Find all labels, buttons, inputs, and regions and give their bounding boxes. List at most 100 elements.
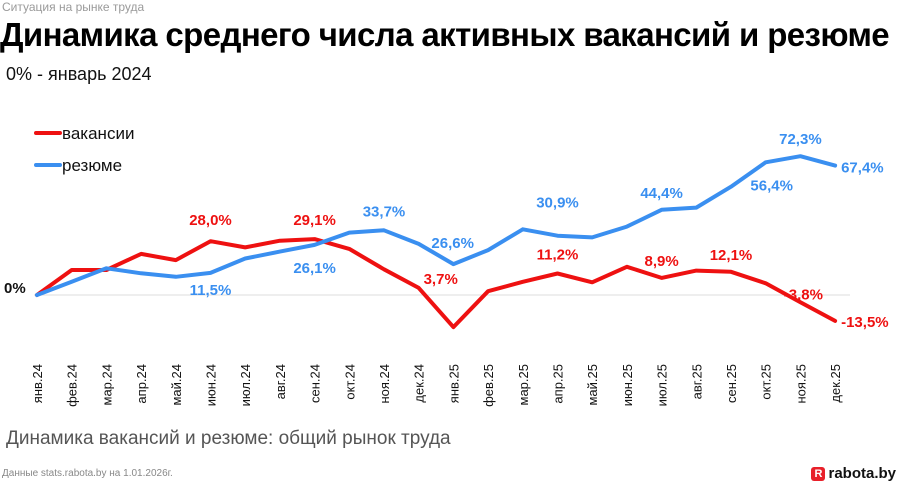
data-point — [729, 270, 733, 274]
x-tick-label: сен.24 — [308, 364, 323, 403]
data-label: 67,4% — [841, 160, 884, 177]
data-label: 12,1% — [710, 247, 753, 264]
series-line-vacancies — [35, 237, 838, 330]
data-point — [764, 281, 768, 285]
legend-label: резюме — [62, 156, 122, 175]
x-tick-label: июн.24 — [204, 364, 219, 406]
x-tick-label: июн.25 — [620, 364, 635, 406]
data-point — [833, 164, 837, 168]
x-tick-label: авг.24 — [273, 364, 288, 399]
x-tick-label: янв.24 — [30, 364, 45, 403]
zero-label: 0% — [4, 280, 26, 297]
x-tick-label: окт.24 — [342, 364, 357, 400]
data-point — [70, 268, 74, 272]
data-label: 56,4% — [750, 177, 793, 194]
data-point — [278, 250, 282, 254]
data-point — [209, 239, 212, 243]
data-point — [451, 325, 455, 329]
data-point — [139, 271, 143, 275]
x-tick-label: фев.25 — [481, 364, 496, 407]
data-point — [382, 228, 386, 232]
data-point — [174, 258, 178, 262]
data-point — [694, 269, 698, 273]
data-label: -3,8% — [784, 286, 823, 303]
page-title: Динамика среднего числа активных ваканси… — [0, 16, 890, 53]
data-point — [139, 252, 143, 256]
x-tick-label: апр.24 — [134, 364, 149, 404]
data-point — [347, 231, 351, 235]
data-label: 11,5% — [190, 282, 232, 299]
data-point — [209, 271, 212, 275]
x-tick-label: окт.25 — [759, 364, 774, 400]
data-label: 28,0% — [189, 212, 232, 229]
data-point — [521, 280, 525, 284]
data-label: 26,6% — [431, 235, 474, 252]
x-tick-label: авг.25 — [689, 364, 704, 399]
data-label: 8,9% — [644, 253, 678, 270]
series-line-resumes — [35, 154, 838, 297]
data-point — [556, 271, 559, 275]
data-point — [625, 225, 629, 229]
data-label: 11,2% — [537, 246, 579, 263]
data-point — [694, 206, 698, 210]
x-tick-label: апр.25 — [551, 364, 566, 404]
data-label: 33,7% — [363, 203, 406, 220]
data-point — [417, 286, 421, 290]
x-tick-label: июл.24 — [238, 364, 253, 406]
x-tick-label: дек.24 — [412, 364, 427, 403]
data-point — [625, 265, 629, 269]
data-point — [590, 280, 594, 284]
data-point — [417, 242, 421, 246]
data-label: 30,9% — [536, 195, 579, 212]
data-point — [590, 235, 594, 239]
data-label: -13,5% — [841, 314, 889, 331]
data-point — [521, 227, 525, 231]
x-tick-label: июл.25 — [655, 364, 670, 406]
data-source: Данные stats.rabota.by на 1.01.2026г. — [2, 468, 173, 479]
data-label: 26,1% — [293, 260, 336, 277]
rabota-logo: R rabota.by — [811, 465, 896, 482]
x-tick-label: фев.24 — [65, 364, 80, 407]
x-tick-label: мар.24 — [99, 364, 114, 405]
data-point — [243, 257, 247, 261]
x-tick-label: май.24 — [169, 364, 184, 406]
x-tick-label: сен.25 — [724, 364, 739, 403]
data-point — [243, 245, 247, 249]
data-point — [174, 275, 178, 279]
x-tick-label: дек.25 — [828, 364, 843, 403]
data-point — [729, 185, 733, 189]
logo-text: rabota.by — [828, 465, 896, 482]
data-label: 3,7% — [424, 271, 458, 288]
legend-label: вакансии — [62, 124, 134, 143]
data-point — [764, 160, 768, 164]
data-point — [798, 154, 802, 158]
data-label: 72,3% — [779, 131, 822, 148]
data-point — [104, 266, 108, 270]
data-point — [347, 247, 351, 251]
x-tick-label: ноя.24 — [377, 364, 392, 404]
data-point — [660, 208, 664, 212]
data-point — [660, 276, 664, 280]
data-point — [798, 300, 802, 304]
x-tick-label: май.25 — [585, 364, 600, 406]
x-tick-label: ноя.25 — [793, 364, 808, 404]
x-tick-label: янв.25 — [446, 364, 461, 403]
data-point — [556, 234, 559, 238]
data-point — [313, 237, 317, 241]
data-point — [278, 239, 282, 243]
data-point — [35, 293, 39, 297]
kicker-text: Ситуация на рынке труда — [2, 0, 145, 14]
data-point — [486, 248, 490, 252]
chart-subtitle: 0% - январь 2024 — [6, 64, 152, 84]
data-point — [486, 289, 490, 293]
data-point — [451, 262, 455, 266]
data-point — [313, 243, 317, 247]
data-label: 29,1% — [293, 212, 336, 229]
data-point — [382, 267, 386, 271]
chart-caption: Динамика вакансий и резюме: общий рынок … — [6, 428, 451, 449]
data-point — [70, 280, 74, 284]
data-label: 44,4% — [640, 185, 683, 202]
logo-mark-icon: R — [811, 466, 826, 481]
data-point — [833, 319, 837, 323]
